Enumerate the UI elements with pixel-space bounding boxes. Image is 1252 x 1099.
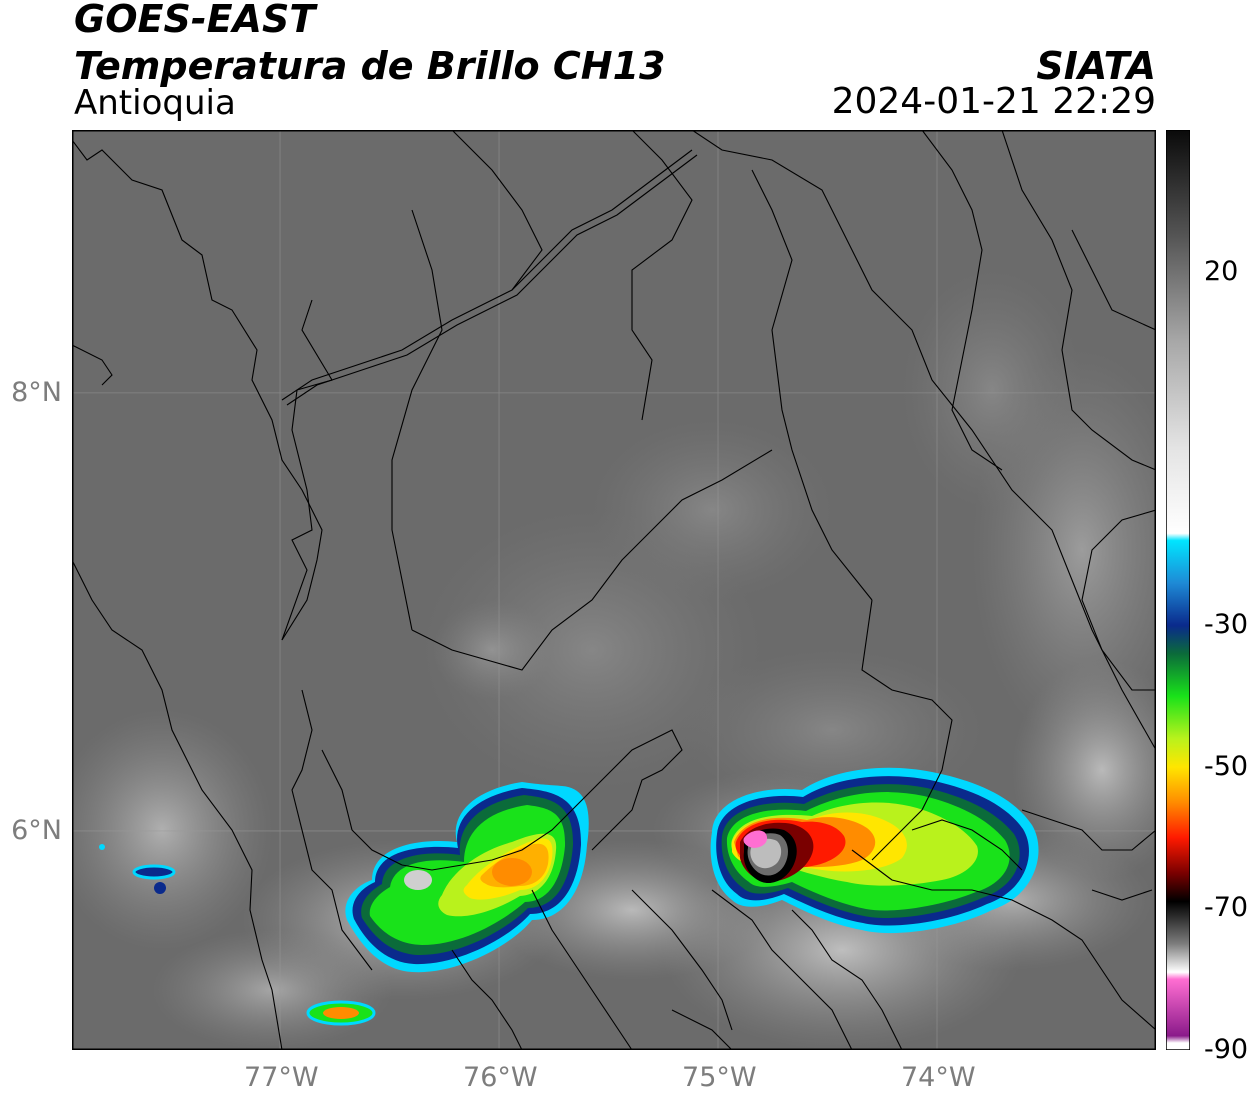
- lon-tick-label-2: 75°W: [682, 1062, 757, 1093]
- colorbar-tick-label-0: 20: [1204, 255, 1239, 287]
- storm-cell-west: [345, 782, 589, 973]
- colorbar: [1166, 130, 1190, 1050]
- map-frame: [72, 130, 1156, 1050]
- lat-tick-label-0: 8°N: [11, 376, 62, 408]
- colorbar-tick-label-1: -30: [1204, 609, 1249, 641]
- boundary-lines: [72, 130, 1156, 1050]
- lon-tick-label-1: 76°W: [463, 1062, 538, 1093]
- storm-cell-east: [710, 767, 1039, 934]
- brand-label: SIATA: [1036, 44, 1156, 88]
- lat-tick-label-1: 6°N: [11, 814, 62, 846]
- satellite-title: GOES-EAST: [74, 0, 316, 41]
- lon-tick-label-3: 74°W: [901, 1062, 976, 1093]
- product-title: Temperatura de Brillo CH13: [74, 44, 666, 88]
- colorbar-fill: [1166, 130, 1190, 1050]
- region-label: Antioquia: [74, 83, 236, 123]
- colorbar-tick-label-2: -50: [1204, 750, 1249, 782]
- colorbar-tick-label-4: -90: [1204, 1034, 1249, 1065]
- colorbar-tick-label-3: -70: [1204, 892, 1249, 924]
- small-storm-cells: [99, 844, 376, 1026]
- satellite-map: [72, 130, 1156, 1050]
- lon-tick-label-0: 77°W: [244, 1062, 319, 1093]
- timestamp-label: 2024-01-21 22:29: [831, 81, 1156, 122]
